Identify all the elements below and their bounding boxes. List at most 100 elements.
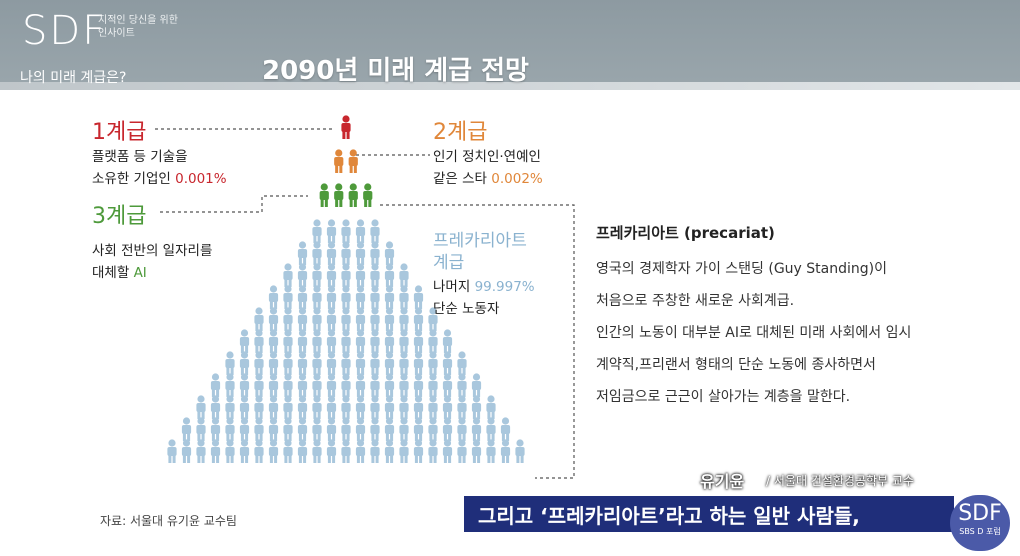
- precariat-person-icon: [268, 285, 279, 309]
- class-1-percent: 0.001%: [175, 171, 227, 187]
- definition-line-3: 인간의 노동이 대부분 AI로 대체된 미래 사회에서 임시: [596, 325, 912, 341]
- precariat-person-icon: [384, 395, 395, 419]
- precariat-person-icon: [384, 439, 395, 463]
- precariat-person-icon: [370, 351, 380, 375]
- precariat-person-icon: [312, 439, 322, 463]
- source-credit: 자료: 서울대 유기윤 교수팀: [100, 514, 237, 528]
- precariat-person-icon: [326, 439, 337, 463]
- precariat-person-icon: [442, 439, 453, 463]
- precariat-person-icon: [442, 329, 453, 353]
- precariat-person-icon: [341, 241, 351, 265]
- precariat-person-icon: [283, 351, 293, 375]
- precariat-person-icon: [457, 417, 467, 441]
- precariat-person-icon: [442, 395, 453, 419]
- precariat-person-icon: [457, 395, 467, 419]
- precariat-label-line-1: 프레카리아트: [433, 231, 527, 251]
- precariat-person-icon: [283, 329, 293, 353]
- precariat-person-icon: [326, 285, 337, 309]
- precariat-person-icon: [471, 373, 482, 397]
- leader-line-class-3: [160, 195, 308, 213]
- precariat-person-icon: [355, 329, 366, 353]
- precariat-person-icon: [239, 439, 250, 463]
- precariat-person-icon: [355, 263, 366, 287]
- speaker-affiliation: / 서울대 건설환경공학부 교수: [766, 474, 914, 488]
- precariat-person-icon: [297, 439, 308, 463]
- precariat-person-icon: [384, 417, 395, 441]
- precariat-person-icon: [341, 285, 351, 309]
- precariat-person-icon: [413, 439, 424, 463]
- definition-line-2: 처음으로 주창한 새로운 사회계급.: [596, 293, 795, 309]
- precariat-person-icon: [326, 395, 337, 419]
- precariat-person-icon: [413, 373, 424, 397]
- precariat-person-icon: [312, 395, 322, 419]
- class-3-ai: AI: [133, 265, 147, 281]
- precariat-desc-line-2: 단순 노동자: [433, 301, 500, 317]
- precariat-person-icon: [254, 329, 264, 353]
- corner-logo-main: SDF: [958, 501, 1002, 526]
- precariat-person-icon: [384, 373, 395, 397]
- leader-line-precariat: [380, 204, 575, 479]
- precariat-person-icon: [471, 439, 482, 463]
- precariat-person-icon: [225, 417, 235, 441]
- precariat-person-icon: [370, 219, 380, 243]
- precariat-person-icon: [384, 241, 395, 265]
- precariat-person-icon: [239, 351, 250, 375]
- speaker-name: 유기윤: [700, 472, 745, 491]
- slide-title: 2090년 미래 계급 전망: [262, 56, 529, 86]
- precariat-person-icon: [355, 219, 366, 243]
- corner-logo-sub: SBS D 포럼: [959, 527, 1001, 536]
- precariat-label-line-2: 계급: [433, 253, 465, 273]
- precariat-person-icon: [486, 395, 496, 419]
- precariat-person-icon: [312, 351, 322, 375]
- precariat-person-icon: [268, 439, 279, 463]
- precariat-person-icon: [196, 417, 206, 441]
- precariat-person-icon: [413, 285, 424, 309]
- precariat-person-icon: [225, 395, 235, 419]
- precariat-person-icon: [413, 329, 424, 353]
- logo-tagline: 지적인 당신을 위한 인사이트: [98, 14, 178, 40]
- precariat-person-icon: [341, 351, 351, 375]
- precariat-person-icon: [297, 329, 308, 353]
- precariat-person-icon: [239, 417, 250, 441]
- precariat-person-icon: [457, 351, 467, 375]
- precariat-person-icon: [500, 439, 511, 463]
- precariat-person-icon: [399, 373, 409, 397]
- precariat-person-icon: [370, 307, 380, 331]
- definition-line-1: 영국의 경제학자 가이 스탠딩 (Guy Standing)이: [596, 261, 887, 277]
- class-2-percent: 0.002%: [491, 171, 543, 187]
- class-1-desc-line-2: 소유한 기업인 0.001%: [92, 168, 227, 190]
- precariat-person-icon: [297, 373, 308, 397]
- precariat-person-icon: [210, 395, 221, 419]
- precariat-person-icon: [254, 395, 264, 419]
- precariat-desc-text: 나머지: [433, 279, 471, 295]
- precariat-person-icon: [442, 351, 453, 375]
- precariat-person-icon: [341, 307, 351, 331]
- precariat-person-icon: [254, 351, 264, 375]
- precariat-person-icon: [355, 285, 366, 309]
- class-1-desc-text: 소유한 기업인: [92, 171, 171, 187]
- precariat-person-icon: [399, 395, 409, 419]
- precariat-person-icon: [181, 439, 192, 463]
- precariat-person-icon: [399, 329, 409, 353]
- class-3-desc-line-2: 대체할 AI: [92, 262, 147, 284]
- precariat-person-icon: [341, 219, 351, 243]
- precariat-person-icon: [312, 417, 322, 441]
- precariat-person-icon: [384, 285, 395, 309]
- precariat-person-icon: [297, 351, 308, 375]
- precariat-person-icon: [225, 373, 235, 397]
- precariat-person-icon: [500, 417, 511, 441]
- class-2-desc-text: 같은 스타: [433, 171, 487, 187]
- precariat-person-icon: [355, 439, 366, 463]
- precariat-person-icon: [384, 307, 395, 331]
- precariat-person-icon: [428, 395, 438, 419]
- precariat-person-icon: [254, 307, 264, 331]
- precariat-person-icon: [268, 395, 279, 419]
- class-1-person-icon: [341, 115, 351, 139]
- precariat-person-icon: [312, 219, 322, 243]
- precariat-person-icon: [297, 307, 308, 331]
- sbs-d-forum-logo: SDF SBS D 포럼: [950, 495, 1010, 551]
- precariat-person-icon: [254, 373, 264, 397]
- precariat-desc-line-1: 나머지 99.997%: [433, 276, 535, 298]
- precariat-person-icon: [399, 417, 409, 441]
